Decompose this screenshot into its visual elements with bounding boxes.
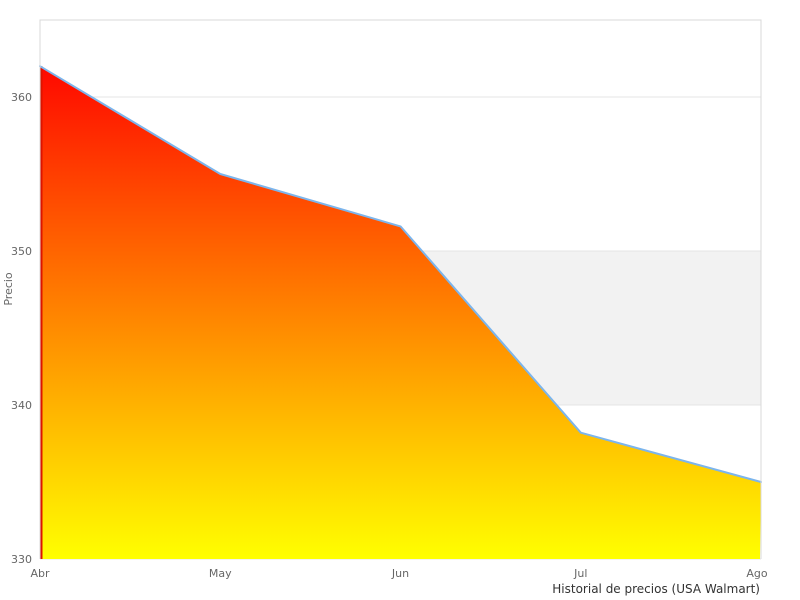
x-tick-label-may: May bbox=[209, 567, 232, 580]
y-axis-title: Precio bbox=[2, 272, 15, 306]
x-axis-tick-labels: Abr May Jun Jul Ago bbox=[30, 567, 767, 580]
x-tick-label-jun: Jun bbox=[391, 567, 409, 580]
chart-footer-label: Historial de precios (USA Walmart) bbox=[552, 582, 760, 596]
y-tick-label-330: 330 bbox=[11, 553, 32, 566]
price-line bbox=[39, 65, 762, 483]
y-tick-label-340: 340 bbox=[11, 399, 32, 412]
y-axis-tick-labels: 330 340 350 360 bbox=[11, 91, 32, 566]
plot-border bbox=[39, 19, 762, 559]
x-tick-label-ago: Ago bbox=[746, 567, 768, 580]
x-tick-label-jul: Jul bbox=[573, 567, 587, 580]
y-tick-label-350: 350 bbox=[11, 245, 32, 258]
x-tick-label-abr: Abr bbox=[30, 567, 50, 580]
y-tick-label-360: 360 bbox=[11, 91, 32, 104]
price-area-fill bbox=[40, 66, 761, 559]
